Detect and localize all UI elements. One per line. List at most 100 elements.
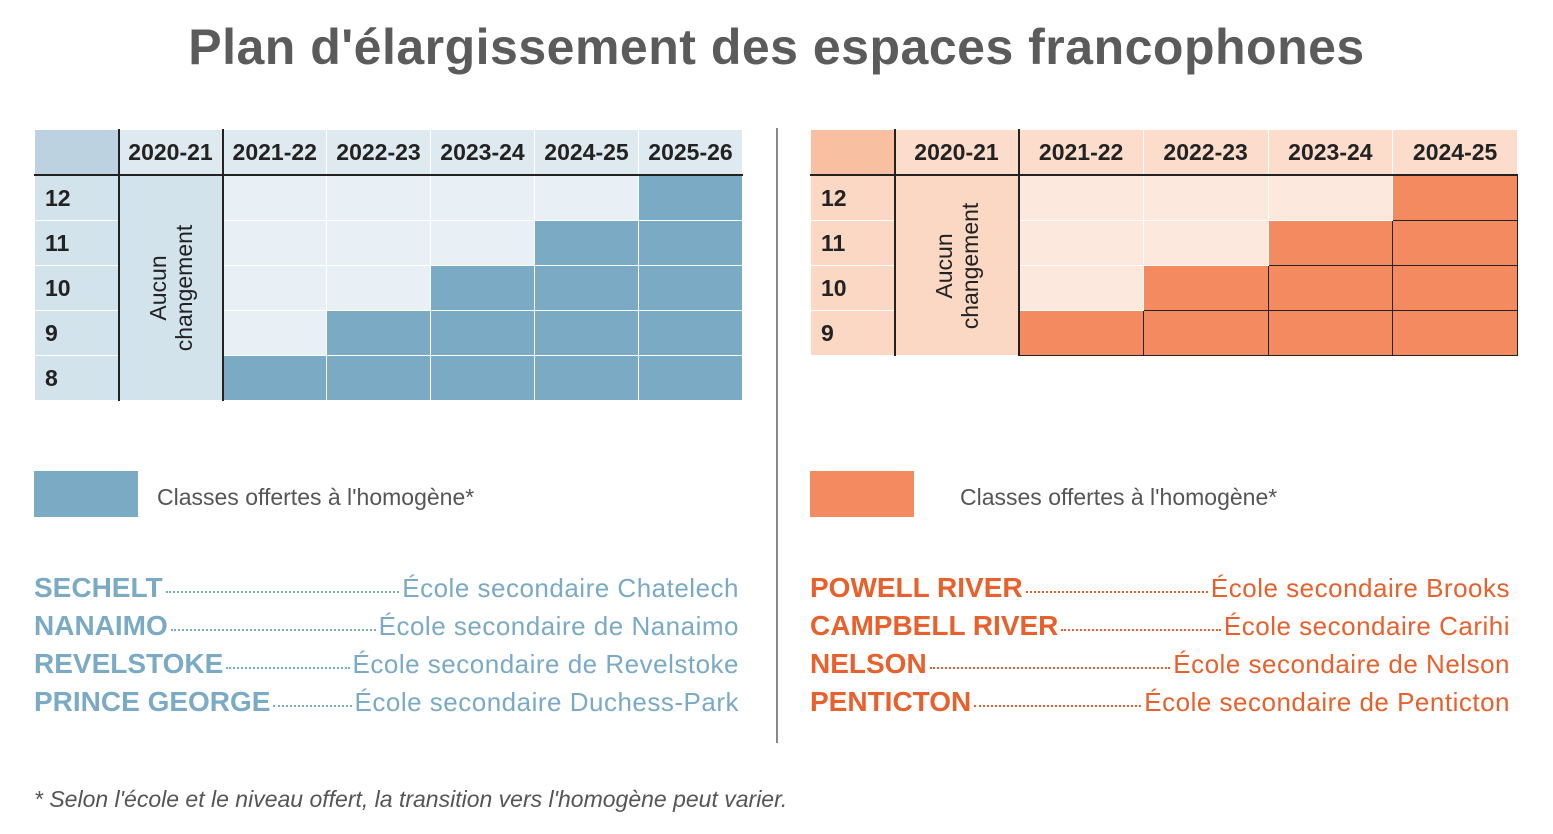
year-header: 2022-23 — [326, 129, 431, 176]
offered-cell — [638, 310, 743, 356]
orange-schedule-table: 2020-21 2021-22 2022-23 2023-24 2024-25 12 Auc… — [810, 129, 1518, 356]
not-offered-cell — [222, 220, 327, 266]
grade-row: 10 — [34, 265, 743, 311]
grade-row: 10 — [810, 265, 1518, 311]
year-header: 2022-23 — [1142, 129, 1269, 176]
blue-schedule-table: 2020-21 2021-22 2022-23 2023-24 2024-25 2025-… — [34, 129, 743, 401]
school-entry: NELSON École secondaire de Nelson — [810, 648, 1510, 686]
school-name: École secondaire Brooks — [1210, 573, 1510, 603]
offered-cell — [430, 265, 535, 311]
offered-cell — [638, 174, 743, 221]
offered-cell — [1267, 265, 1394, 311]
offered-cell — [1392, 265, 1518, 311]
not-offered-cell — [222, 174, 327, 221]
grade-row: 9 — [34, 310, 743, 356]
no-change-line: Aucun — [144, 255, 171, 321]
grade-label: 8 — [34, 355, 120, 401]
offered-cell — [534, 220, 639, 266]
footnote: * Selon l'école et le niveau offert, la … — [34, 786, 788, 812]
offered-cell — [326, 310, 431, 356]
page-title: Plan d'élargissement des espaces francop… — [188, 19, 1365, 75]
no-change-line: changement — [956, 202, 983, 329]
grade-label: 12 — [34, 174, 120, 221]
not-offered-cell — [1018, 220, 1144, 266]
year-header: 2021-22 — [222, 129, 327, 176]
city-name: NELSON — [810, 648, 927, 679]
offered-cell — [430, 310, 535, 356]
year-header: 2021-22 — [1018, 129, 1144, 176]
year-header: 2023-24 — [1267, 129, 1394, 176]
offered-cell — [534, 310, 639, 356]
no-change-line: changement — [170, 224, 197, 352]
blue-legend-swatch — [34, 471, 138, 517]
blue-legend-label: Classes offertes à l'homogène* — [157, 484, 475, 510]
no-change-cell: Aucun changement — [118, 174, 224, 401]
grade-row: 12 Aucun changement — [34, 174, 743, 401]
city-name: SECHELT — [34, 572, 163, 603]
school-name: École secondaire de Revelstoke — [352, 649, 739, 679]
grade-row: 11 — [810, 220, 1518, 266]
orange-school-list: POWELL RIVER École secondaire Brooks CAM… — [810, 572, 1510, 724]
school-entry: POWELL RIVER École secondaire Brooks — [810, 572, 1510, 610]
school-name: École secondaire Duchess-Park — [354, 687, 739, 717]
school-name: École secondaire de Nanaimo — [378, 611, 739, 641]
city-name: REVELSTOKE — [34, 648, 224, 679]
school-entry: CAMPBELL RIVER École secondaire Carihi — [810, 610, 1510, 648]
offered-cell — [222, 355, 327, 401]
year-header: 2025-26 — [638, 129, 743, 176]
not-offered-cell — [1142, 174, 1269, 221]
grade-label: 10 — [34, 265, 120, 311]
year-header: 2020-21 — [894, 129, 1020, 176]
school-entry: SECHELT École secondaire Chatelech — [34, 572, 739, 610]
school-entry: NANAIMO École secondaire de Nanaimo — [34, 610, 739, 648]
no-change-cell: Aucun changement — [894, 174, 1020, 356]
dot-leader — [1025, 591, 1208, 593]
not-offered-cell — [222, 265, 327, 311]
grade-label: 12 — [810, 174, 896, 221]
dot-leader — [165, 591, 400, 593]
city-name: POWELL RIVER — [810, 572, 1023, 603]
not-offered-cell — [326, 174, 431, 221]
blue-school-list: SECHELT École secondaire Chatelech NANAI… — [34, 572, 739, 724]
year-header: 2024-25 — [1392, 129, 1518, 176]
offered-cell — [430, 355, 535, 401]
offered-cell — [1142, 310, 1269, 356]
grade-label: 9 — [34, 310, 120, 356]
grade-label: 10 — [810, 265, 896, 311]
dot-leader — [226, 667, 350, 669]
school-entry: REVELSTOKE École secondaire de Revelstok… — [34, 648, 739, 686]
city-name: PRINCE GEORGE — [34, 686, 271, 717]
offered-cell — [1392, 174, 1518, 221]
year-header: 2024-25 — [534, 129, 639, 176]
grade-label: 9 — [810, 310, 896, 356]
offered-cell — [1392, 310, 1518, 356]
grade-label: 11 — [34, 220, 120, 266]
dot-leader — [929, 667, 1171, 669]
center-divider — [776, 128, 778, 743]
dot-leader — [170, 629, 376, 631]
offered-cell — [638, 355, 743, 401]
city-name: NANAIMO — [34, 610, 168, 641]
dot-leader — [974, 705, 1142, 707]
header-row: 2020-21 2021-22 2022-23 2023-24 2024-25 — [810, 129, 1518, 176]
not-offered-cell — [1018, 174, 1144, 221]
city-name: PENTICTON — [810, 686, 972, 717]
offered-cell — [1018, 310, 1144, 356]
offered-cell — [534, 265, 639, 311]
offered-cell — [638, 220, 743, 266]
dot-leader — [273, 705, 352, 707]
no-change-label: Aucun changement — [145, 225, 197, 352]
no-change-label: Aucun changement — [931, 202, 983, 329]
not-offered-cell — [222, 310, 327, 356]
not-offered-cell — [326, 265, 431, 311]
school-entry: PENTICTON École secondaire de Penticton — [810, 686, 1510, 724]
offered-cell — [638, 265, 743, 311]
dot-leader — [1061, 629, 1221, 631]
city-name: CAMPBELL RIVER — [810, 610, 1059, 641]
grade-row: 11 — [34, 220, 743, 266]
year-header: 2020-21 — [118, 129, 224, 176]
no-change-line: Aucun — [930, 232, 957, 299]
school-name: École secondaire de Nelson — [1173, 649, 1510, 679]
grade-label: 11 — [810, 220, 896, 266]
corner-cell — [34, 129, 120, 176]
